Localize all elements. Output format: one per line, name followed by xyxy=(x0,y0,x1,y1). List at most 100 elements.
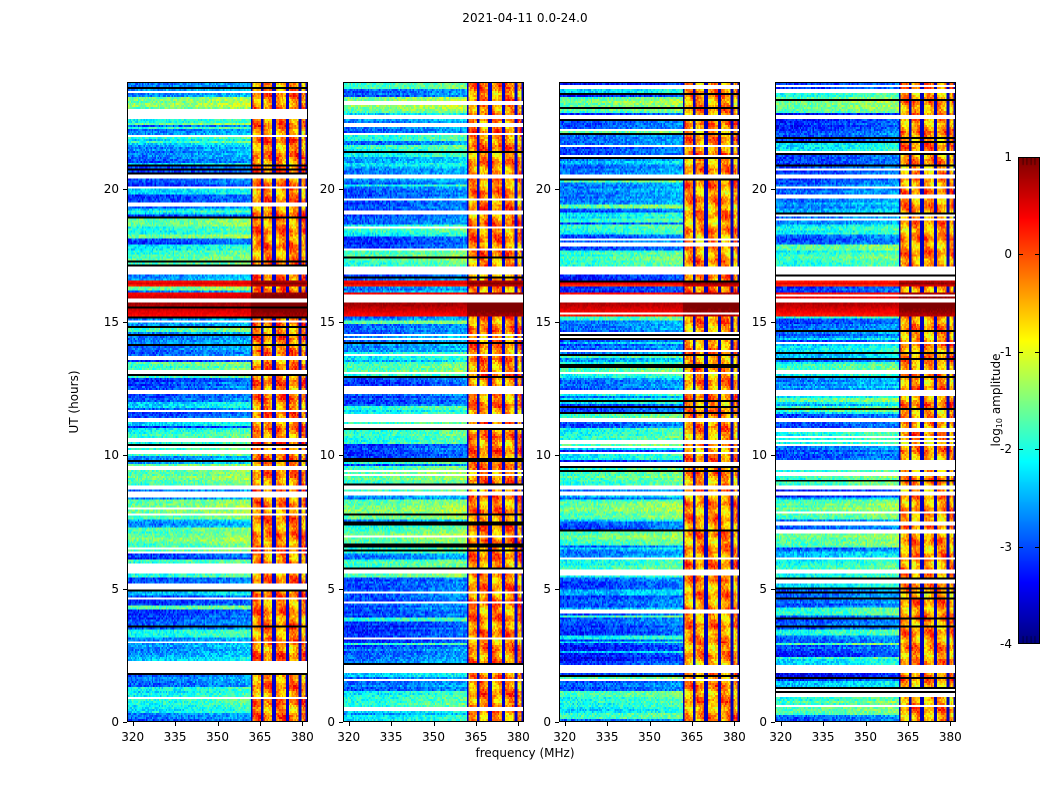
y-tickmark xyxy=(339,722,343,723)
y-tick-label: 0 xyxy=(327,715,335,729)
y-tickmark xyxy=(771,588,775,590)
y-tickmark xyxy=(555,322,559,323)
x-tick-label: 350 xyxy=(422,730,445,744)
x-tickmark xyxy=(132,722,134,726)
y-tick-label: 10 xyxy=(535,448,551,463)
colorbar-tick-label: -1 xyxy=(1000,344,1012,359)
x-axis-label: frequency (MHz) xyxy=(475,746,575,760)
spectrum-image-area xyxy=(128,83,307,721)
x-tick-label: 335 xyxy=(163,730,187,744)
colorbar-tick-label: -3 xyxy=(1000,539,1012,554)
x-tick-label: 380 xyxy=(290,730,314,744)
colorbar-gradient xyxy=(1018,157,1040,644)
y-tick-label: 15 xyxy=(751,315,767,329)
x-tick-label: 335 xyxy=(811,730,835,744)
colorbar-tickmark xyxy=(1035,449,1040,451)
y-tickmark xyxy=(771,322,775,323)
x-tickmark xyxy=(865,722,867,726)
x-tickmark xyxy=(907,722,909,726)
spectrum-image-area xyxy=(560,83,739,721)
y-tick-label: 10 xyxy=(319,448,335,463)
y-tick-label: 15 xyxy=(103,315,119,329)
colorbar-container: 1 0 -1 -2 -3 -4 xyxy=(1000,150,1040,651)
y-tick-label: 0 xyxy=(759,715,767,729)
x-tickmark xyxy=(734,722,736,726)
colorbar-label: log10 amplitude xyxy=(989,353,1004,447)
y-tickmark xyxy=(771,455,775,457)
y-tickmark xyxy=(555,188,559,190)
y-tick-label: 5 xyxy=(111,581,119,596)
x-tick-label: 380 xyxy=(722,730,746,744)
y-tickmark xyxy=(771,188,775,190)
y-tickmark xyxy=(123,722,127,723)
x-tick-label: 335 xyxy=(595,730,619,744)
colorbar-tickmark xyxy=(1035,546,1040,548)
x-tickmark xyxy=(175,722,177,726)
y-tick-label: 20 xyxy=(535,181,551,196)
y-tickmark xyxy=(339,455,343,457)
y-tickmark xyxy=(123,188,127,190)
x-tickmark xyxy=(564,722,566,726)
spectrum-image-area xyxy=(344,83,523,721)
x-tickmark xyxy=(217,722,219,726)
dynamic-spectrum-image xyxy=(776,83,955,721)
x-tickmark xyxy=(950,722,952,726)
x-tickmark xyxy=(302,722,304,726)
x-tick-label: 350 xyxy=(638,730,661,744)
colorbar-tickmark xyxy=(1018,254,1023,256)
y-tick-label: 10 xyxy=(103,448,119,463)
x-tick-label: 365 xyxy=(248,730,272,744)
x-tick-label: 365 xyxy=(464,730,488,744)
spectrum-image-area xyxy=(776,83,955,721)
colorbar-tick-label: -2 xyxy=(1000,442,1012,457)
y-tick-label: 5 xyxy=(327,581,335,596)
dynamic-spectrum-image xyxy=(344,83,523,721)
x-tickmark xyxy=(475,722,477,726)
figure-suptitle: 2021-04-11 0.0-24.0 xyxy=(462,11,588,25)
spectrum-panel-yy[interactable]: YY, V1*V14=EA02*EA17 xyxy=(343,82,524,722)
y-tickmark xyxy=(339,588,343,590)
dynamic-spectrum-image xyxy=(560,83,739,721)
y-tick-label: 15 xyxy=(319,315,335,329)
y-tickmark xyxy=(555,588,559,590)
colorbar-tickmark xyxy=(1035,254,1040,256)
x-tickmark xyxy=(433,722,435,726)
colorbar-tick-label: 0 xyxy=(1004,247,1012,262)
spectrum-panel-yx[interactable]: YX, V1*V14=EA02*EA17 xyxy=(775,82,956,722)
y-tickmark xyxy=(555,455,559,457)
y-tick-label: 5 xyxy=(759,581,767,596)
colorbar-tick-label: 1 xyxy=(1004,150,1012,164)
y-tickmark xyxy=(123,455,127,457)
y-tick-label: 15 xyxy=(535,315,551,329)
colorbar-tickmark xyxy=(1018,351,1023,353)
y-tick-label: 20 xyxy=(103,181,119,196)
spectrum-panel-xy[interactable]: XY, V1*V14=EA02*EA17 xyxy=(559,82,740,722)
y-tickmark xyxy=(771,722,775,723)
x-tick-label: 335 xyxy=(379,730,403,744)
y-tickmark xyxy=(123,322,127,323)
x-tickmark xyxy=(649,722,651,726)
y-tickmark xyxy=(339,322,343,323)
colorbar-label-tail: amplitude xyxy=(989,353,1003,418)
x-tick-label: 365 xyxy=(896,730,920,744)
x-tickmark xyxy=(391,722,393,726)
x-tick-label: 380 xyxy=(938,730,962,744)
colorbar-tick-label: -4 xyxy=(1000,637,1012,651)
y-tick-label: 20 xyxy=(319,181,335,196)
y-tick-label: 0 xyxy=(543,715,551,729)
x-tick-label: 320 xyxy=(769,730,793,744)
y-tick-label: 20 xyxy=(751,181,767,196)
colorbar-tickmark xyxy=(1035,351,1040,353)
y-tickmark xyxy=(123,588,127,590)
x-tick-label: 320 xyxy=(553,730,577,744)
dynamic-spectrum-image xyxy=(128,83,307,721)
y-axis-label: UT (hours) xyxy=(67,370,81,434)
x-tickmark xyxy=(607,722,609,726)
colorbar-label-subscript: 10 xyxy=(995,417,1004,429)
x-tickmark xyxy=(348,722,350,726)
spectrum-panel-xx[interactable]: XX, V1*V14=EA02*EA17 xyxy=(127,82,308,722)
x-tick-label: 350 xyxy=(854,730,877,744)
x-tickmark xyxy=(259,722,261,726)
x-tick-label: 365 xyxy=(680,730,704,744)
